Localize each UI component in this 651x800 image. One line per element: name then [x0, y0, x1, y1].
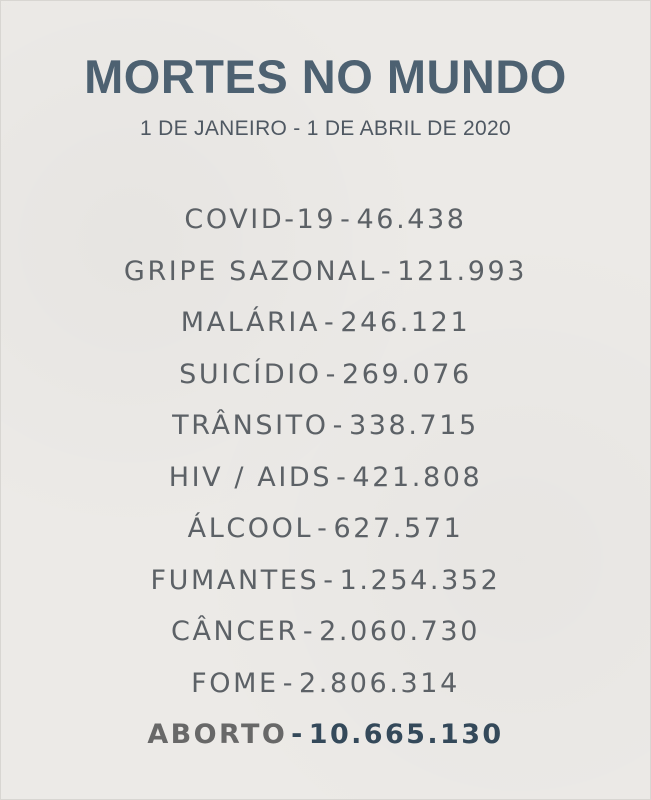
list-item-alcool: ÁLCOOL -627.571 — [1, 511, 650, 563]
death-count: 246.121 — [340, 307, 471, 338]
cause-label: HIV / AIDS — [168, 461, 333, 493]
separator: - — [302, 616, 316, 647]
list-item-gripe-sazonal: GRIPE SAZONAL -121.993 — [1, 254, 650, 306]
death-count: 627.571 — [333, 513, 464, 544]
list-item-malaria: MALÁRIA -246.121 — [1, 305, 650, 357]
death-count: 269.076 — [341, 358, 472, 390]
list-item-fumantes: FUMANTES -1.254.352 — [1, 563, 650, 615]
death-count: 1.254.352 — [339, 564, 501, 596]
cause-label: ÁLCOOL — [187, 513, 314, 544]
cause-label: COVID-19 — [184, 204, 337, 235]
cause-label: SUICÍDIO — [179, 358, 322, 390]
death-count: 338.715 — [348, 410, 479, 441]
death-count: 46.438 — [356, 204, 467, 235]
list-item-fome: FOME -2.806.314 — [1, 666, 650, 718]
list-item-cancer: CÂNCER -2.060.730 — [1, 614, 650, 666]
separator: - — [336, 461, 349, 493]
death-count: 10.665.130 — [308, 719, 504, 750]
death-count: 2.806.314 — [299, 667, 460, 699]
separator: - — [325, 358, 338, 390]
cause-label: TRÂNSITO — [172, 410, 329, 441]
cause-label: FUMANTES — [150, 564, 320, 596]
deaths-list: COVID-19-46.438 GRIPE SAZONAL -121.993 MA… — [1, 202, 650, 769]
cause-label: GRIPE SAZONAL — [123, 255, 377, 287]
separator: - — [332, 410, 345, 441]
separator: - — [323, 564, 336, 596]
separator: - — [324, 307, 337, 338]
death-count: 121.993 — [397, 255, 528, 287]
separator: - — [282, 667, 296, 699]
list-item-covid: COVID-19-46.438 — [1, 202, 650, 254]
death-count: 2.060.730 — [319, 616, 480, 647]
list-item-hiv-aids: HIV / AIDS -421.808 — [1, 460, 650, 512]
list-item-transito: TRÂNSITO -338.715 — [1, 408, 650, 460]
separator: - — [317, 513, 330, 544]
page-title: MORTES NO MUNDO — [84, 50, 567, 103]
cause-label: ABORTO — [147, 719, 288, 750]
death-count: 421.808 — [352, 461, 483, 493]
list-item-suicidio: SUICÍDIO -269.076 — [1, 357, 650, 409]
cause-label: MALÁRIA — [180, 307, 321, 338]
separator: - — [380, 255, 394, 287]
separator: - — [340, 204, 353, 235]
cause-label: FOME — [191, 667, 279, 699]
separator: - — [291, 719, 305, 750]
date-range-subtitle: 1 DE JANEIRO - 1 DE ABRIL DE 2020 — [140, 117, 511, 140]
list-item-aborto: ABORTO -10.665.130 — [1, 717, 650, 769]
cause-label: CÂNCER — [171, 616, 299, 647]
